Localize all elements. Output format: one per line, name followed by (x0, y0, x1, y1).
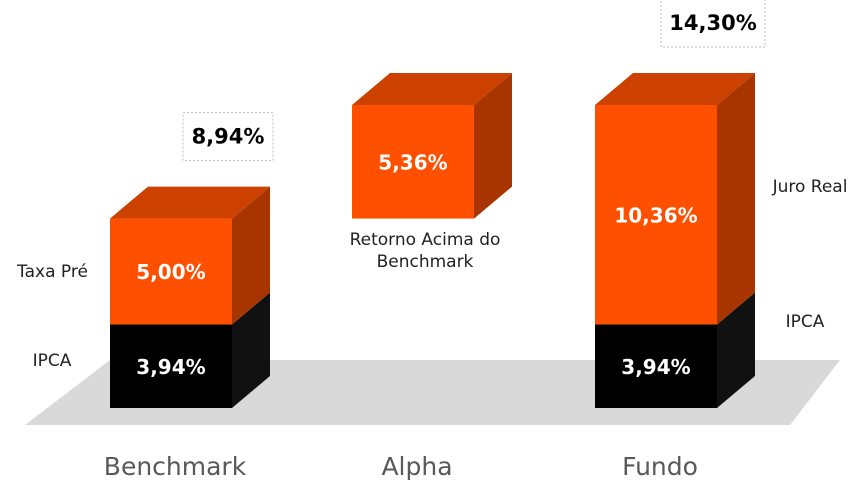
total-label: 8,94% (192, 125, 265, 149)
bar-segment (352, 73, 512, 219)
category-label: Alpha (381, 452, 452, 481)
bar-side (232, 186, 270, 325)
total-box (660, 0, 766, 48)
bar-front (110, 324, 232, 408)
category-label: Benchmark (104, 452, 247, 481)
value-label: 5,00% (136, 260, 205, 284)
bar-top (595, 73, 755, 105)
bar-segment (110, 186, 270, 325)
segment-name: Juro Real (772, 177, 848, 197)
bar-top (352, 73, 512, 105)
segment-name: IPCA (32, 351, 72, 371)
value-label: 10,36% (614, 203, 697, 227)
bar-front (110, 218, 232, 325)
value-label: 5,36% (378, 150, 447, 174)
bar-side (717, 73, 755, 325)
bar-side (717, 292, 755, 408)
bar-segment (110, 292, 270, 408)
bar-side (474, 73, 512, 219)
segment-name: IPCA (785, 312, 825, 332)
total-label: 14,30% (669, 11, 756, 35)
segment-name: Retorno Acima do Benchmark (349, 230, 501, 272)
bar-front (595, 105, 717, 325)
bar-front (352, 105, 474, 219)
value-label: 3,94% (136, 355, 205, 379)
segment-name: Taxa Pré (17, 262, 88, 282)
total-box (182, 112, 274, 162)
bar-front (595, 324, 717, 408)
value-label: 3,94% (621, 355, 690, 379)
bar-segment (595, 73, 755, 325)
bar-side (232, 292, 270, 408)
category-label: Fundo (622, 452, 698, 481)
bar-segment (595, 292, 755, 408)
bar-top (110, 186, 270, 219)
